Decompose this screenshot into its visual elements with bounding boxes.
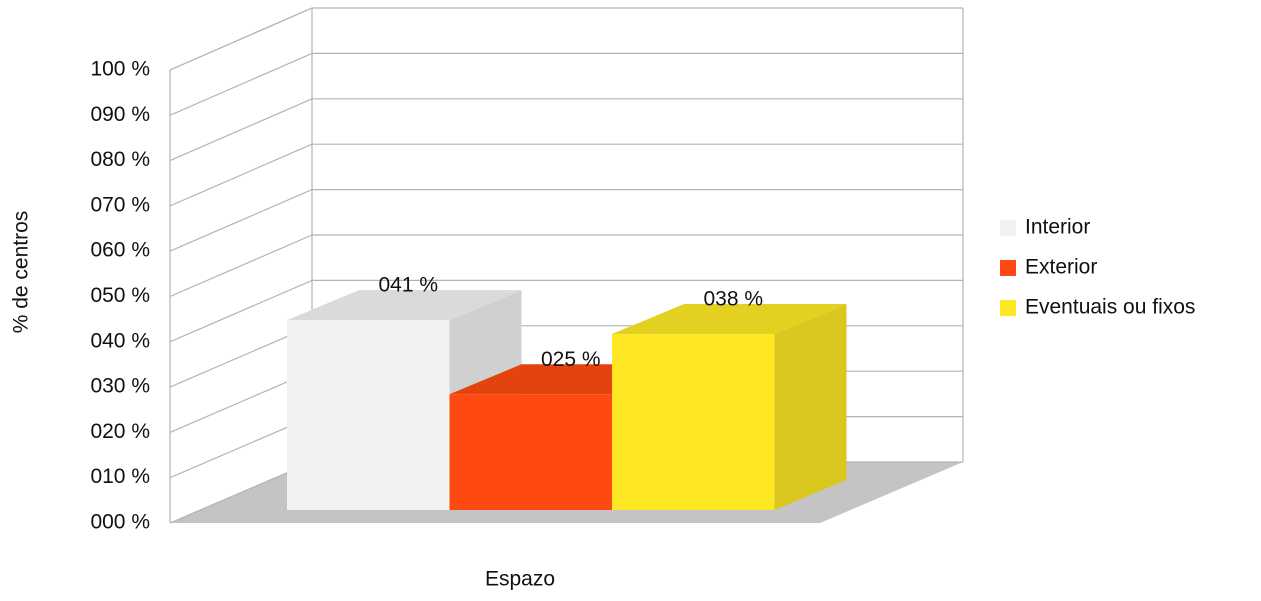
grid-line	[169, 52, 313, 116]
y-tick-label: 030 %	[90, 375, 150, 398]
y-tick-label: 090 %	[90, 103, 150, 126]
y-tick-label: 000 %	[90, 511, 150, 534]
x-axis-label: Espazo	[485, 568, 555, 591]
grid-line	[169, 98, 313, 162]
legend-label: Interior	[1025, 216, 1090, 239]
bar	[612, 334, 775, 510]
y-tick-label: 050 %	[90, 284, 150, 307]
bar-top	[612, 304, 847, 335]
y-tick-label: 070 %	[90, 193, 150, 216]
y-tick-label: 100 %	[90, 58, 150, 81]
y-tick-label: 060 %	[90, 239, 150, 262]
y-tick-label: 010 %	[90, 465, 150, 488]
data-label: 038 %	[703, 288, 763, 311]
grid-line	[169, 7, 313, 71]
grid-line	[169, 234, 313, 298]
legend-label: Eventuais ou fixos	[1025, 296, 1195, 319]
bar	[449, 394, 612, 510]
y-axis-label: % de centros	[10, 211, 33, 334]
y-tick-label: 040 %	[90, 329, 150, 352]
legend-label: Exterior	[1025, 256, 1097, 279]
legend-swatch	[1000, 260, 1016, 276]
bar-top	[287, 290, 522, 321]
legend-swatch	[1000, 300, 1016, 316]
data-label: 025 %	[541, 348, 601, 371]
grid-line	[169, 189, 313, 252]
y-tick-label: 020 %	[90, 420, 150, 443]
grid-line	[169, 279, 313, 343]
y-tick-label: 080 %	[90, 148, 150, 171]
bar	[287, 320, 450, 510]
data-label: 041 %	[378, 274, 438, 297]
grid-line	[169, 143, 313, 207]
bar-side	[774, 304, 847, 510]
legend-swatch	[1000, 220, 1016, 236]
